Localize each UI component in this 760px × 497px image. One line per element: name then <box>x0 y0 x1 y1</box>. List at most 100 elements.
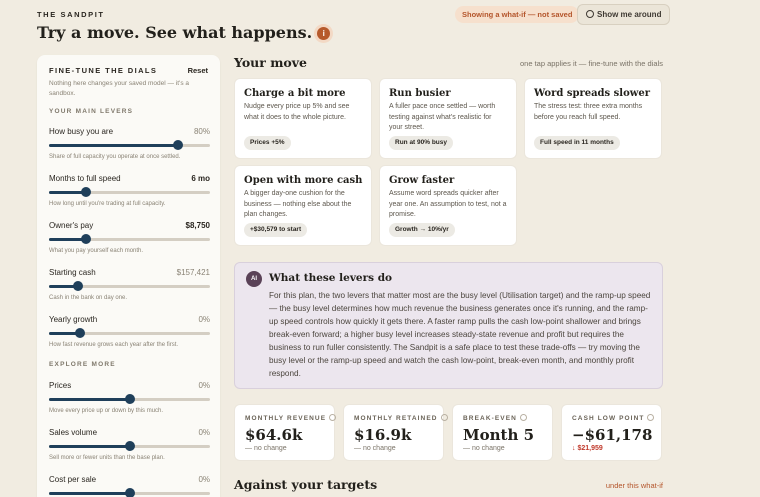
card-title: Grow faster <box>389 175 455 186</box>
lever-value: $157,421 <box>176 268 210 277</box>
lever-value: 80% <box>193 127 210 136</box>
lever-starting-cash: Starting cash $157,421 Cash in the bank … <box>49 268 210 312</box>
lever-value: 0% <box>198 315 210 324</box>
ai-explainer-panel: AI What these levers do For this plan, t… <box>234 262 663 389</box>
lever-hint: Sell more or fewer units than the base p… <box>49 455 165 461</box>
lever-prices: Prices 0% Move every price up or down by… <box>49 381 210 425</box>
card-chip: Run at 90% busy <box>389 136 454 150</box>
help-icon[interactable] <box>440 414 448 421</box>
card-description: Nudge every price up 5% and see what it … <box>244 103 350 121</box>
move-card-run-busier[interactable]: Run busier A fuller pace once settled — … <box>379 78 517 159</box>
reset-button[interactable]: Reset <box>187 66 208 75</box>
card-description: Assume word spreads quicker after year o… <box>389 190 507 218</box>
card-title: Word spreads slower <box>534 88 651 99</box>
metric-cash-low-point: CASH LOW POINT −$61,178 ↓ $21,959 <box>561 404 662 461</box>
lever-slider[interactable] <box>49 234 210 244</box>
slider-thumb[interactable] <box>72 281 83 291</box>
lever-slider[interactable] <box>49 328 210 338</box>
lever-slider[interactable] <box>49 441 210 451</box>
card-chip: Growth → 10%/yr <box>389 223 455 237</box>
metric-label-row: MONTHLY REVENUE <box>245 414 337 422</box>
metric-label-row: CASH LOW POINT <box>572 414 661 422</box>
lever-cost-per-sale: Cost per sale 0% <box>49 475 210 497</box>
ai-badge-icon: AI <box>246 271 262 287</box>
metric-label: CASH LOW POINT <box>572 415 645 422</box>
metric-change: — no change <box>463 445 505 452</box>
lever-sales-volume: Sales volume 0% Sell more or fewer units… <box>49 428 210 472</box>
slider-fill <box>49 238 87 241</box>
slider-fill <box>49 191 87 194</box>
tour-icon <box>586 10 594 18</box>
under-this-whatif-link[interactable]: under this what-if <box>605 481 663 490</box>
metric-change: — no change <box>354 445 396 452</box>
page-title-text: Try a move. See what happens. <box>37 23 313 42</box>
card-description: The stress test: three extra months befo… <box>534 103 643 121</box>
lever-yearly-growth: Yearly growth 0% How fast revenue grows … <box>49 315 210 359</box>
metric-label: BREAK-EVEN <box>463 415 517 422</box>
lever-hint: How long until you're trading at full ca… <box>49 201 166 207</box>
lever-name: How busy you are <box>49 127 114 136</box>
brand-label: THE SANDPIT <box>37 10 105 19</box>
lever-hint: Share of full capacity you operate at on… <box>49 154 181 160</box>
lever-value: 0% <box>198 475 210 484</box>
show-me-around-button[interactable]: Show me around <box>577 4 671 25</box>
card-chip: Prices +5% <box>244 136 291 150</box>
lever-slider[interactable] <box>49 488 210 497</box>
info-icon[interactable]: i <box>317 27 331 40</box>
your-move-heading: Your move <box>234 55 307 70</box>
explore-more-label: EXPLORE MORE <box>49 361 116 368</box>
lever-hint: Move every price up or down by this much… <box>49 408 164 414</box>
lever-slider[interactable] <box>49 140 210 150</box>
tap-note: one tap applies it — fine-tune with the … <box>519 59 663 68</box>
dials-panel: FINE-TUNE THE DIALS Reset Nothing here c… <box>37 55 220 497</box>
lever-value: $8,750 <box>185 221 210 230</box>
slider-fill <box>49 144 178 147</box>
lever-name: Yearly growth <box>49 315 98 324</box>
show-me-around-label: Show me around <box>597 10 662 19</box>
slider-thumb[interactable] <box>124 441 135 451</box>
metric-value: $16.9k <box>354 426 412 444</box>
lever-value: 0% <box>198 381 210 390</box>
lever-hint: What you pay yourself each month. <box>49 248 144 254</box>
lever-slider[interactable] <box>49 281 210 291</box>
main-levers-label: YOUR MAIN LEVERS <box>49 108 134 115</box>
targets-heading: Against your targets <box>234 477 378 492</box>
slider-thumb[interactable] <box>81 187 92 197</box>
lever-name: Prices <box>49 381 72 390</box>
lever-value: 0% <box>198 428 210 437</box>
slider-thumb[interactable] <box>172 140 183 150</box>
lever-value: 6 mo <box>191 174 210 183</box>
metric-change: ↓ $21,959 <box>572 445 603 452</box>
lever-hint: Cash in the bank on day one. <box>49 295 128 301</box>
lever-name: Sales volume <box>49 428 98 437</box>
card-description: A fuller pace once settled — worth testi… <box>389 103 496 131</box>
metric-break-even: BREAK-EVEN Month 5 — no change <box>452 404 553 461</box>
metric-value: −$61,178 <box>572 426 653 444</box>
slider-thumb[interactable] <box>124 394 135 404</box>
lever-slider[interactable] <box>49 394 210 404</box>
metric-label: MONTHLY RETAINED <box>354 415 438 422</box>
slider-thumb[interactable] <box>81 234 92 244</box>
slider-fill <box>49 285 78 288</box>
help-icon[interactable] <box>647 414 655 421</box>
ai-explainer-title: What these levers do <box>269 272 393 284</box>
move-card-word-spreads-slower[interactable]: Word spreads slower The stress test: thr… <box>524 78 662 159</box>
move-card-open-with-more-cash[interactable]: Open with more cash A bigger day-one cus… <box>234 165 372 246</box>
metric-value: Month 5 <box>463 426 535 444</box>
help-icon[interactable] <box>329 414 337 421</box>
card-title: Open with more cash <box>244 175 363 186</box>
lever-slider[interactable] <box>49 187 210 197</box>
slider-thumb[interactable] <box>74 328 85 338</box>
card-title: Charge a bit more <box>244 88 346 99</box>
metric-label-row: BREAK-EVEN <box>463 414 552 422</box>
move-card-grow-faster[interactable]: Grow faster Assume word spreads quicker … <box>379 165 517 246</box>
dials-panel-description: Nothing here changes your saved model — … <box>49 80 189 97</box>
slider-thumb[interactable] <box>124 488 135 497</box>
help-icon[interactable] <box>519 414 527 421</box>
card-description: A bigger day-one cushion for the busines… <box>244 190 352 218</box>
slider-fill <box>49 398 130 401</box>
ai-explainer-body: For this plan, the two levers that matte… <box>269 291 651 378</box>
move-card-charge-more[interactable]: Charge a bit more Nudge every price up 5… <box>234 78 372 159</box>
metric-monthly-retained: MONTHLY RETAINED $16.9k — no change <box>343 404 448 461</box>
lever-name: Owner's pay <box>49 221 94 230</box>
